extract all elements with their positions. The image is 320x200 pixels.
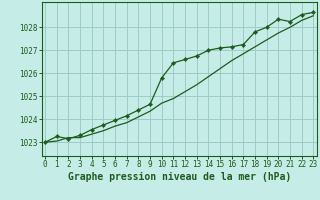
X-axis label: Graphe pression niveau de la mer (hPa): Graphe pression niveau de la mer (hPa): [68, 172, 291, 182]
